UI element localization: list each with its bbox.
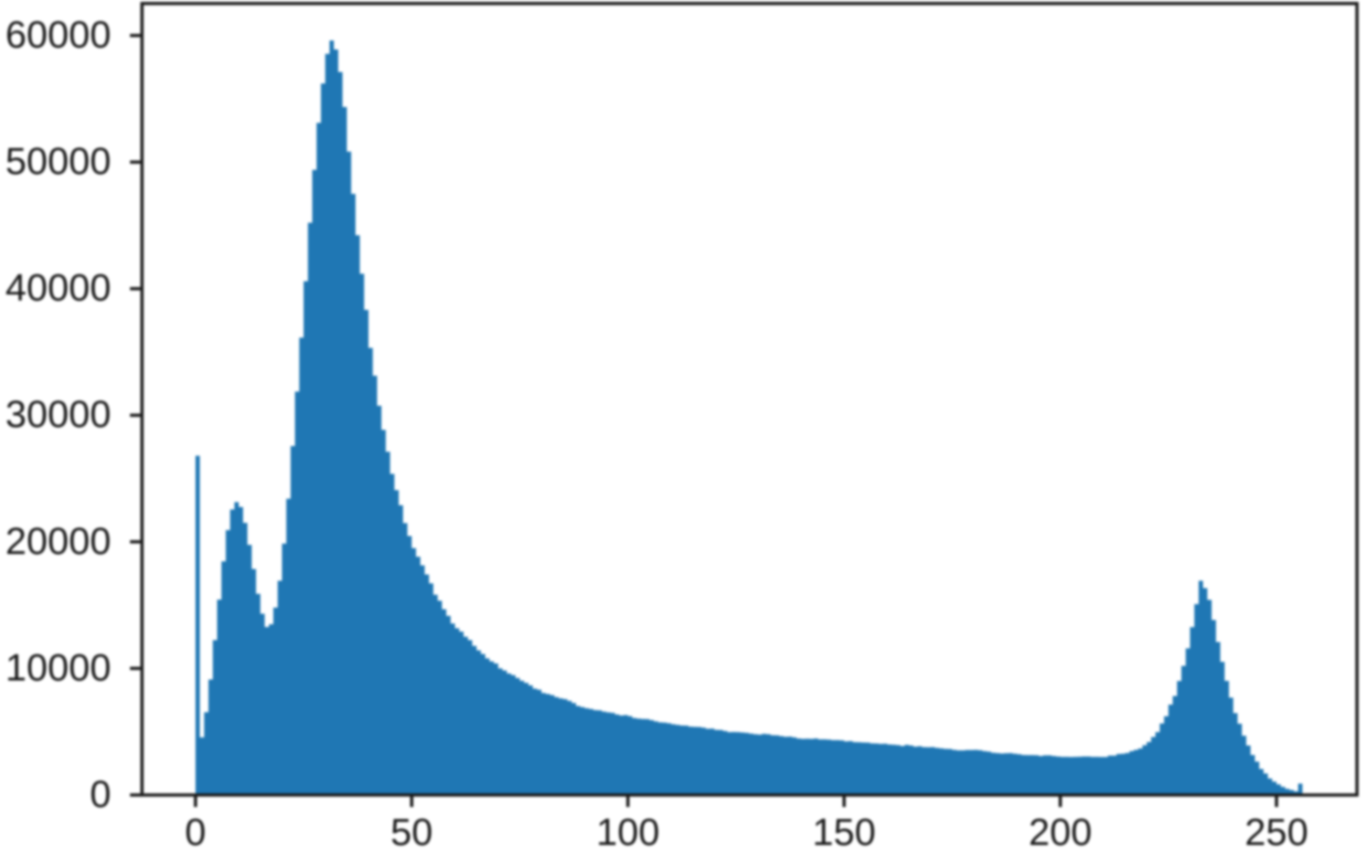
svg-text:100: 100 bbox=[596, 812, 659, 853]
svg-text:150: 150 bbox=[812, 812, 875, 853]
svg-text:60000: 60000 bbox=[5, 15, 111, 57]
svg-text:20000: 20000 bbox=[5, 521, 111, 563]
svg-text:200: 200 bbox=[1029, 812, 1092, 853]
svg-text:50000: 50000 bbox=[5, 141, 111, 183]
svg-text:0: 0 bbox=[90, 774, 111, 816]
svg-text:0: 0 bbox=[185, 812, 206, 853]
svg-text:50: 50 bbox=[391, 812, 433, 853]
svg-text:250: 250 bbox=[1245, 812, 1308, 853]
svg-text:40000: 40000 bbox=[5, 268, 111, 310]
svg-text:10000: 10000 bbox=[5, 647, 111, 689]
svg-text:30000: 30000 bbox=[5, 394, 111, 436]
